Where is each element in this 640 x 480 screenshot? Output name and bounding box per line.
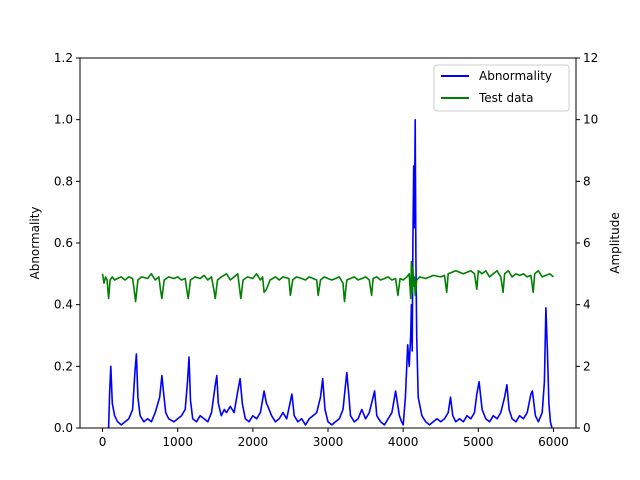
right-tick-label: 12 (583, 51, 598, 65)
series-line-test-data (101, 260, 555, 303)
series-layer (101, 118, 555, 428)
plot-area (80, 58, 576, 428)
x-tick-label: 0 (99, 435, 107, 449)
right-tick-label: 0 (583, 421, 591, 435)
right-tick-label: 6 (583, 236, 591, 250)
right-tick-label: 2 (583, 359, 591, 373)
left-tick-label: 1.0 (54, 113, 73, 127)
x-axis: 0 1000 2000 3000 4000 5000 6000 (99, 428, 569, 449)
right-y-axis: 0 2 4 6 8 10 12 (576, 51, 598, 435)
right-tick-label: 8 (583, 174, 591, 188)
legend-label-test-data: Test data (478, 91, 533, 105)
x-tick-label: 2000 (238, 435, 269, 449)
left-tick-label: 0.8 (54, 174, 73, 188)
x-tick-label: 6000 (538, 435, 569, 449)
right-axis-title: Amplitude (608, 212, 622, 274)
left-y-axis: 0.0 0.2 0.4 0.6 0.8 1.0 1.2 (54, 51, 80, 435)
right-tick-label: 4 (583, 298, 591, 312)
left-tick-label: 0.0 (54, 421, 73, 435)
left-tick-label: 1.2 (54, 51, 73, 65)
series-line-abnormality (107, 118, 553, 428)
left-tick-label: 0.4 (54, 298, 73, 312)
legend-label-abnormality: Abnormality (479, 69, 552, 83)
x-tick-label: 5000 (463, 435, 494, 449)
legend: Abnormality Test data (433, 64, 570, 112)
right-tick-label: 10 (583, 113, 598, 127)
x-tick-label: 3000 (313, 435, 344, 449)
left-tick-label: 0.6 (54, 236, 73, 250)
x-tick-label: 1000 (162, 435, 193, 449)
x-tick-label: 4000 (388, 435, 419, 449)
left-tick-label: 0.2 (54, 359, 73, 373)
left-axis-title: Abnormality (28, 206, 42, 279)
